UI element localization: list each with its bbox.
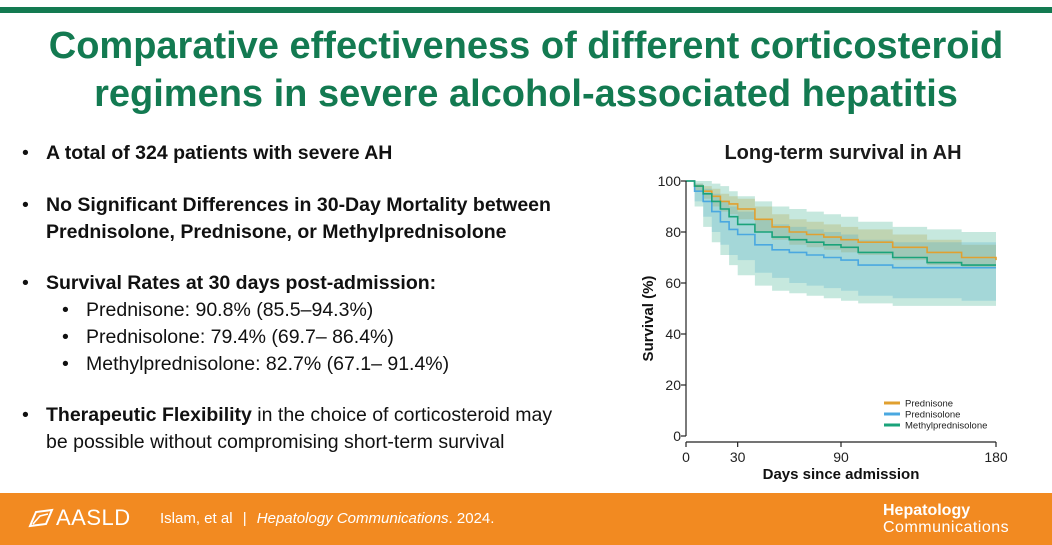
legend-label-prednisolone: Prednisolone <box>905 410 960 421</box>
legend-label-methylprednisolone: Methylprednisolone <box>905 421 987 432</box>
y-tick-label: 40 <box>665 326 681 342</box>
citation: Islam, et al | Hepatology Communications… <box>160 510 494 527</box>
aasld-logo-text: AASLD <box>56 505 131 530</box>
x-tick-label: 30 <box>730 449 746 465</box>
bullet-mortality-line-1: No Significant Differences in 30-Day Mor… <box>46 194 551 216</box>
sub-bullet-methylprednisolone: Methylprednisolone: 82.7% (67.1– 91.4%) <box>20 351 449 378</box>
y-tick-label: 20 <box>665 377 681 393</box>
top-green-bar <box>0 7 1052 13</box>
x-tick-label: 180 <box>984 449 1008 465</box>
bullet-survival: Survival Rates at 30 days post-admission… <box>20 270 449 378</box>
y-tick-label: 0 <box>673 428 681 444</box>
km-plot-svg: 0 20 40 60 80 100 0 30 90 180 Days since admission… <box>640 173 1008 483</box>
footer-bar: AASLD Islam, et al | Hepatology Communic… <box>0 493 1052 545</box>
x-axis-label: Days since admission <box>763 466 920 483</box>
aasld-logo[interactable]: AASLD <box>28 505 131 531</box>
y-axis-label: Survival (%) <box>640 276 657 362</box>
bullet-mortality: No Significant Differences in 30-Day Mor… <box>20 192 551 246</box>
y-tick-label: 80 <box>665 224 681 240</box>
bullet-flexibility-line-2: be possible without compromising short-t… <box>46 431 505 453</box>
survival-chart: Long-term survival in AH 0 20 40 60 80 100 0 30… <box>636 138 1046 488</box>
survival-line-methylprednisolone <box>686 180 996 266</box>
bullet-mortality-line-2: Prednisolone, Prednisone, or Methylpredn… <box>46 221 507 243</box>
x-tick-label: 90 <box>833 449 849 465</box>
citation-journal: Hepatology Communications <box>256 510 449 527</box>
bullet-flexibility-strong: Therapeutic Flexibility <box>46 404 252 426</box>
ci-band-methylprednisolone <box>686 181 996 306</box>
bullet-survival-text: Survival Rates at 30 days post-admission… <box>46 272 437 294</box>
bullet-flexibility: Therapeutic Flexibility in the choice of… <box>20 402 552 456</box>
sub-bullet-prednisone: Prednisone: 90.8% (85.5–94.3%) <box>20 297 449 324</box>
citation-year: . 2024. <box>448 510 495 527</box>
page-title: Comparative effectiveness of different c… <box>20 22 1032 118</box>
legend-label-prednisone: Prednisone <box>905 399 953 410</box>
sub-bullet-prednisolone: Prednisolone: 79.4% (69.7– 86.4%) <box>20 324 449 351</box>
y-tick-label: 100 <box>658 173 682 189</box>
survival-line-prednisolone <box>686 180 996 269</box>
bullet-flexibility-rest: in the choice of corticosteroid may <box>251 404 553 426</box>
citation-separator: | <box>242 510 247 527</box>
bullet-patients: A total of 324 patients with severe AH <box>20 140 392 167</box>
title-line-1: Comparative effectiveness of different c… <box>48 25 1004 67</box>
y-tick-label: 60 <box>665 275 681 291</box>
x-tick-label: 0 <box>682 449 690 465</box>
top-rule <box>0 0 1052 13</box>
journal-brand-line-1: Hepatology <box>883 502 971 519</box>
journal-brand[interactable]: Hepatology Communications <box>883 502 1009 536</box>
journal-brand-line-2: Communications <box>883 519 1010 536</box>
ci-band-prednisolone <box>686 181 996 301</box>
chart-title: Long-term survival in AH <box>724 142 962 164</box>
bullet-patients-text: A total of 324 patients with severe AH <box>46 142 393 164</box>
citation-authors: Islam, et al <box>160 510 233 527</box>
title-line-2: regimens in severe alcohol-associated he… <box>94 73 958 115</box>
aasld-mark-icon <box>28 508 54 528</box>
